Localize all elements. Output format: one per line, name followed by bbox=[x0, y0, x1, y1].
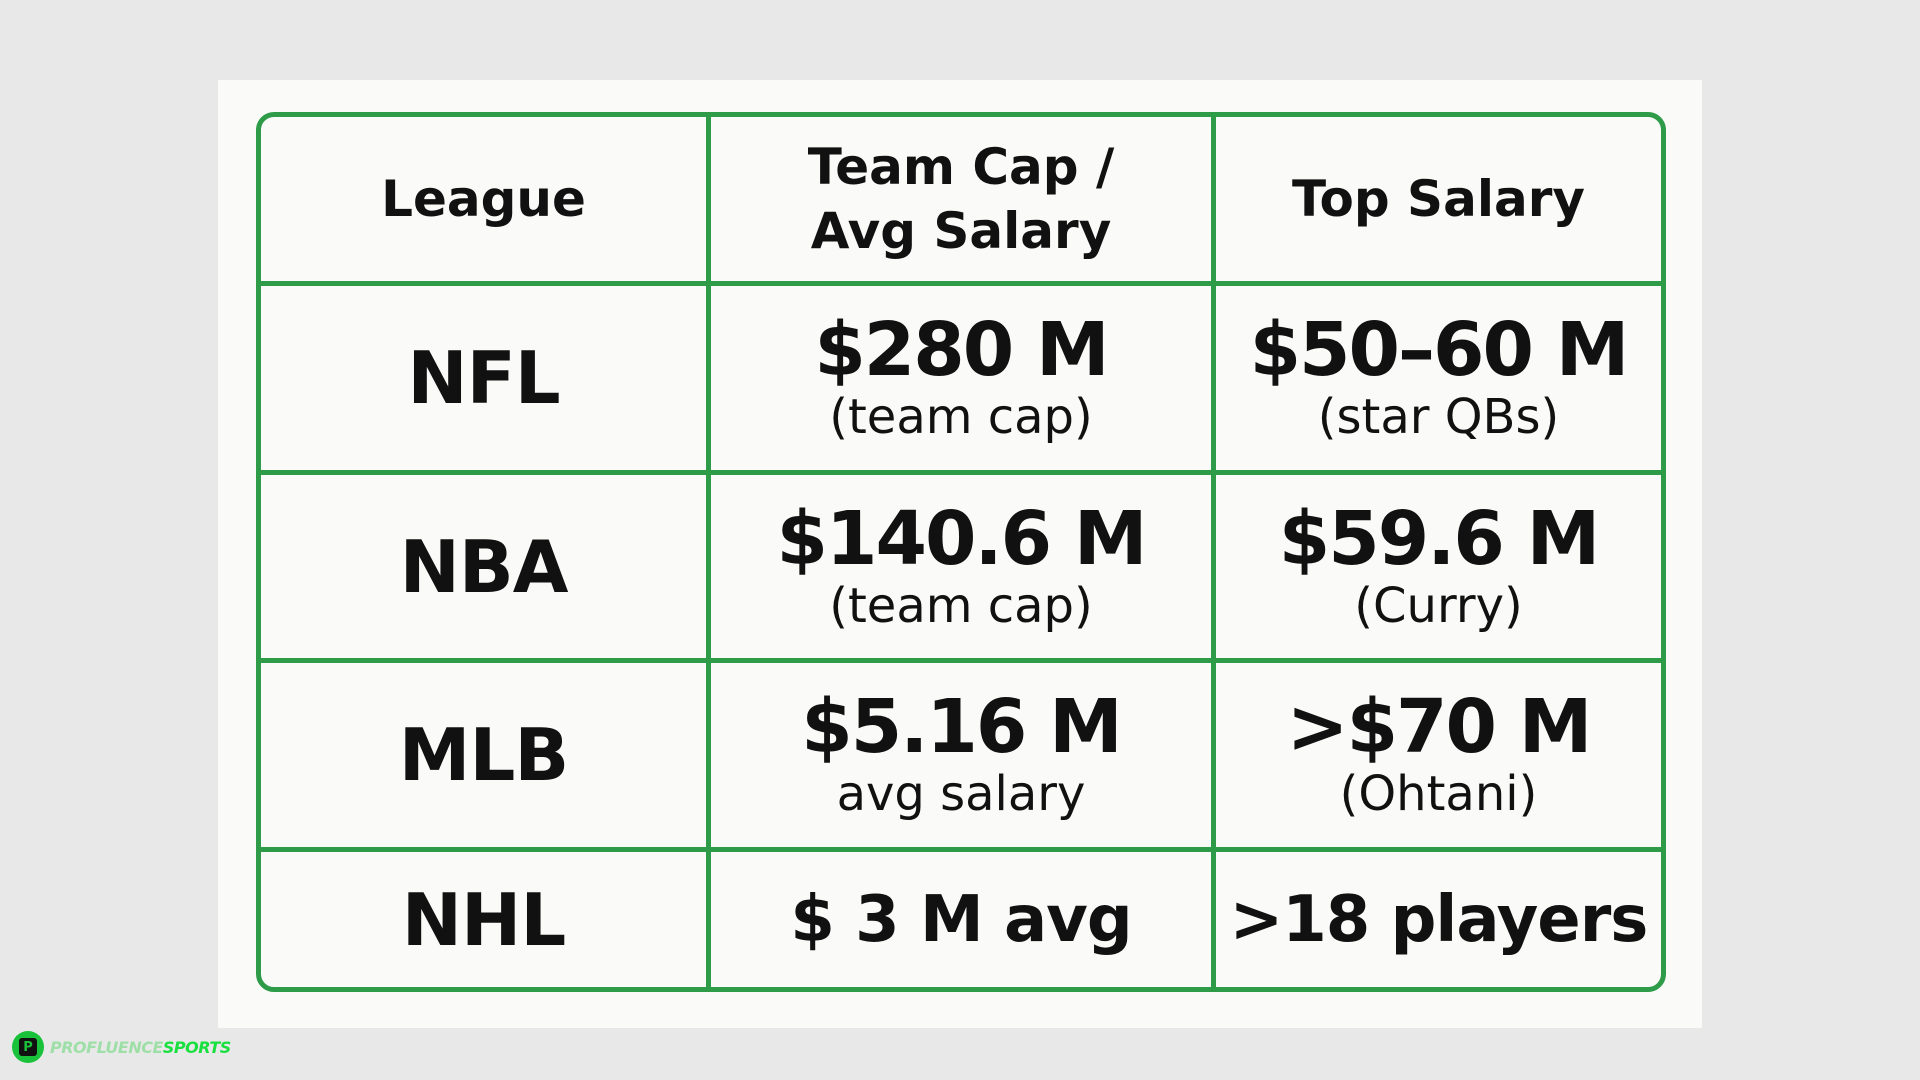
salary-card: League Team Cap / Avg Salary Top Salary … bbox=[218, 80, 1702, 1028]
header-team-cap-line2: Avg Salary bbox=[810, 201, 1112, 260]
table-row: NBA $140.6 M (team cap) $59.6 M (Curry) bbox=[261, 474, 1661, 664]
league-name: MLB bbox=[398, 713, 569, 798]
table-header-row: League Team Cap / Avg Salary Top Salary bbox=[261, 117, 1661, 286]
top-amount: $50–60 M bbox=[1249, 306, 1630, 393]
cap-amount: $5.16 M bbox=[801, 684, 1122, 771]
cap-cell: $5.16 M avg salary bbox=[711, 663, 1216, 853]
header-top-salary: Top Salary bbox=[1216, 117, 1661, 286]
league-cell: NBA bbox=[261, 474, 711, 664]
cap-note: (team cap) bbox=[829, 577, 1093, 634]
top-amount: $59.6 M bbox=[1278, 495, 1600, 582]
top-salary-cell: >$70 M (Ohtani) bbox=[1216, 663, 1661, 853]
top-salary-cell: $59.6 M (Curry) bbox=[1216, 475, 1661, 664]
cap-amount: $140.6 M bbox=[776, 495, 1148, 582]
cap-amount: $ 3 M avg bbox=[790, 882, 1132, 957]
brand-badge-letter: P bbox=[19, 1038, 37, 1056]
cap-cell: $280 M (team cap) bbox=[711, 285, 1216, 475]
top-note: (Ohtani) bbox=[1339, 766, 1538, 823]
top-amount: >$70 M bbox=[1286, 684, 1593, 771]
league-name: NBA bbox=[399, 524, 569, 609]
header-league: League bbox=[261, 117, 711, 286]
league-cell: NHL bbox=[261, 852, 711, 987]
top-note: (star QBs) bbox=[1317, 388, 1560, 445]
cap-cell: $140.6 M (team cap) bbox=[711, 474, 1216, 664]
table-row: MLB $5.16 M avg salary >$70 M (Ohtani) bbox=[261, 663, 1661, 853]
brand-wordmark-part1: PROFLUENCE bbox=[50, 1037, 163, 1057]
league-name: NFL bbox=[407, 335, 560, 420]
cap-note: avg salary bbox=[836, 766, 1086, 823]
top-note: (Curry) bbox=[1354, 577, 1523, 634]
header-team-cap: Team Cap / Avg Salary bbox=[711, 117, 1216, 286]
cap-cell: $ 3 M avg bbox=[711, 852, 1216, 987]
league-name: NHL bbox=[401, 877, 566, 962]
cap-amount: $280 M bbox=[814, 306, 1109, 393]
header-team-cap-line1: Team Cap / bbox=[807, 137, 1115, 196]
league-cell: NFL bbox=[261, 285, 711, 475]
league-cell: MLB bbox=[261, 663, 711, 853]
top-salary-cell: >18 players bbox=[1216, 852, 1661, 987]
brand-wordmark: PROFLUENCESPORTS bbox=[50, 1038, 231, 1057]
cap-note: (team cap) bbox=[829, 388, 1093, 445]
top-amount: >18 players bbox=[1229, 882, 1649, 957]
brand-badge-icon: P bbox=[12, 1031, 44, 1063]
brand-logo: P PROFLUENCESPORTS bbox=[12, 1030, 231, 1064]
table-row: NHL $ 3 M avg >18 players bbox=[261, 852, 1661, 987]
table-row: NFL $280 M (team cap) $50–60 M (star QBs… bbox=[261, 285, 1661, 475]
brand-wordmark-part2: SPORTS bbox=[162, 1037, 231, 1057]
top-salary-cell: $50–60 M (star QBs) bbox=[1216, 286, 1661, 475]
salary-comparison-table: League Team Cap / Avg Salary Top Salary … bbox=[256, 112, 1666, 992]
